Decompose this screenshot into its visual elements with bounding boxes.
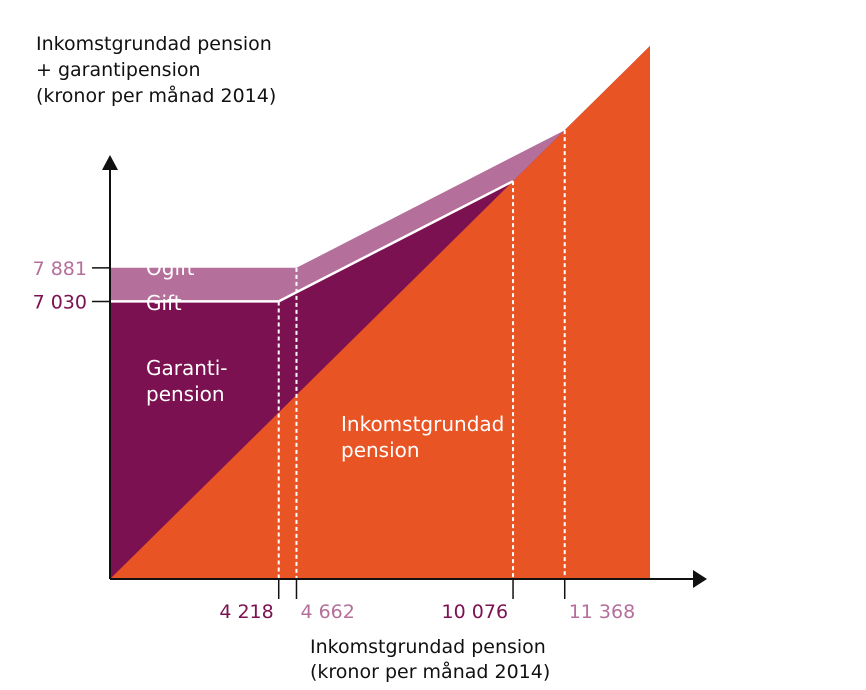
ticks: 4 218 4 662 10 076 11 368 7 881 7 030	[33, 258, 636, 623]
y-axis-arrow	[102, 155, 118, 170]
x-tick-label-0: 4 218	[219, 601, 273, 623]
x-tick-label-2: 10 076	[442, 601, 508, 623]
x-tick-label-1: 4 662	[300, 601, 354, 623]
y-axis-title-line-2: + garantipension	[36, 59, 201, 81]
y-axis-title-line-1: Inkomstgrundad pension	[36, 33, 272, 55]
label-gift: Gift	[146, 291, 182, 315]
x-axis-title-line-1: Inkomstgrundad pension	[310, 636, 546, 658]
y-tick-label-0: 7 881	[33, 258, 87, 280]
x-axis-arrow	[693, 570, 707, 588]
label-garanti-line-2: pension	[146, 382, 225, 406]
x-tick-label-3: 11 368	[569, 601, 635, 623]
line-gift-boundary	[110, 180, 514, 303]
dashed-guides	[277, 130, 566, 579]
x-axis-title: Inkomstgrundad pension (kronor per månad…	[310, 636, 550, 683]
label-ogift: Ogift	[146, 256, 195, 280]
label-garanti-line-1: Garanti-	[146, 356, 228, 380]
x-axis-title-line-2: (kronor per månad 2014)	[310, 660, 550, 683]
label-income-line-1: Inkomstgrundad	[341, 412, 504, 436]
axes	[102, 155, 707, 588]
y-tick-label-1: 7 030	[33, 291, 87, 313]
y-axis-title-line-3: (kronor per månad 2014)	[36, 84, 276, 107]
label-income-line-2: pension	[341, 438, 420, 462]
y-axis-title: Inkomstgrundad pension + garantipension …	[36, 33, 276, 107]
area-inkomstgrundad-pension	[110, 46, 650, 579]
